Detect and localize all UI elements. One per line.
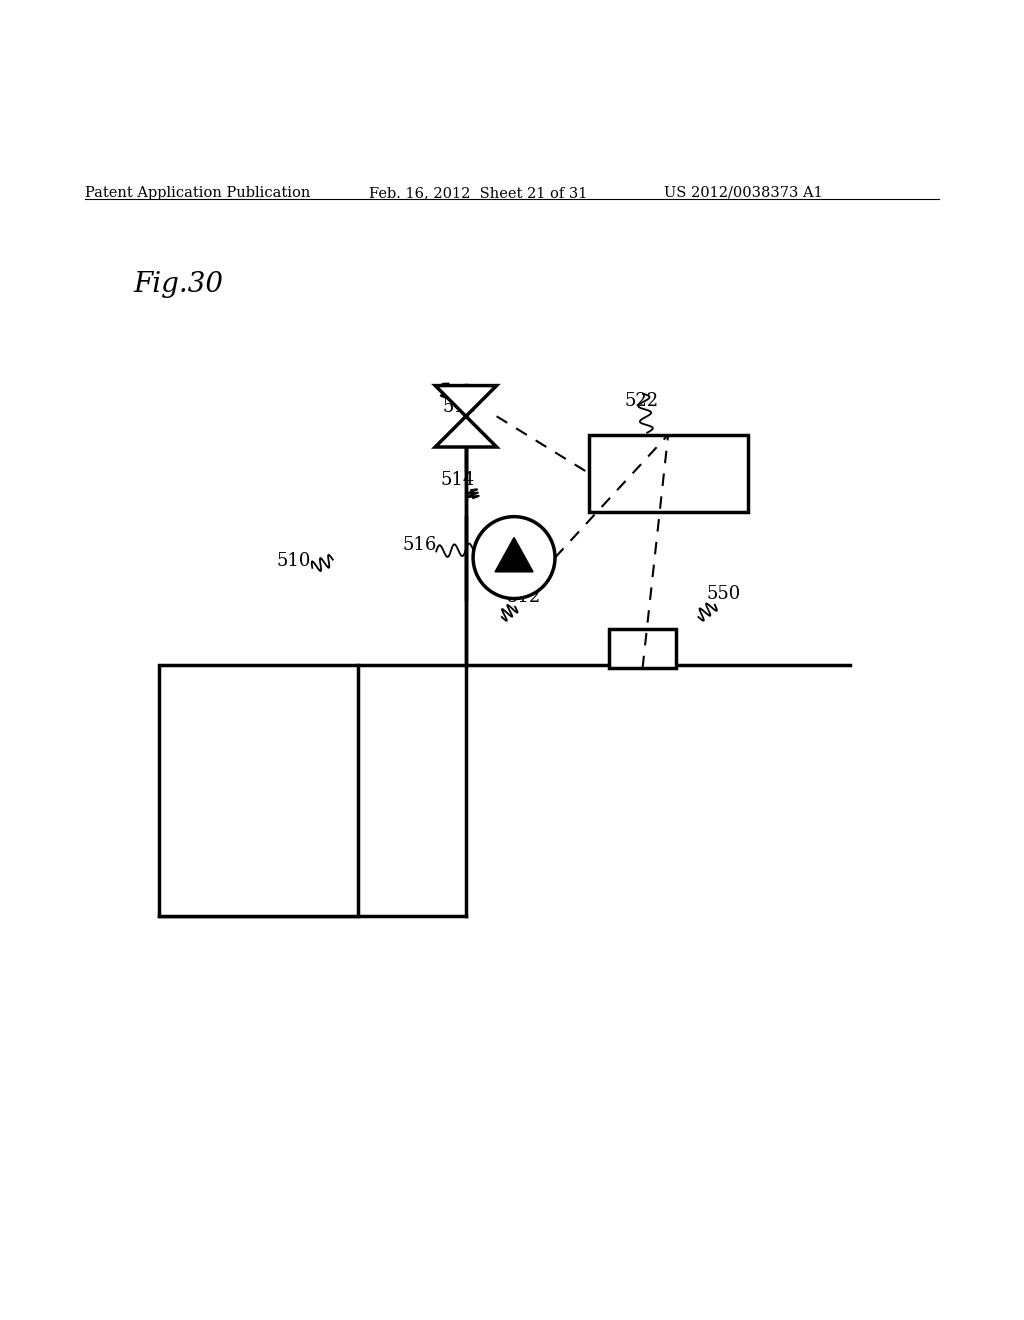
Text: Feb. 16, 2012  Sheet 21 of 31: Feb. 16, 2012 Sheet 21 of 31 <box>369 186 587 199</box>
Text: 514: 514 <box>440 471 474 488</box>
Text: Fig.30: Fig.30 <box>133 271 223 298</box>
Text: US 2012/0038373 A1: US 2012/0038373 A1 <box>664 186 822 199</box>
Polygon shape <box>435 385 497 416</box>
Text: 516: 516 <box>402 536 437 553</box>
Text: 518: 518 <box>442 397 477 416</box>
Text: 522: 522 <box>625 392 658 409</box>
Bar <box>589 434 748 512</box>
Text: 512: 512 <box>507 587 541 606</box>
Circle shape <box>473 516 555 598</box>
Bar <box>159 665 358 916</box>
Polygon shape <box>435 416 497 447</box>
Text: Patent Application Publication: Patent Application Publication <box>85 186 310 199</box>
Text: 510: 510 <box>276 552 311 570</box>
Text: 550: 550 <box>707 585 740 603</box>
Bar <box>609 630 676 668</box>
Polygon shape <box>495 537 534 572</box>
